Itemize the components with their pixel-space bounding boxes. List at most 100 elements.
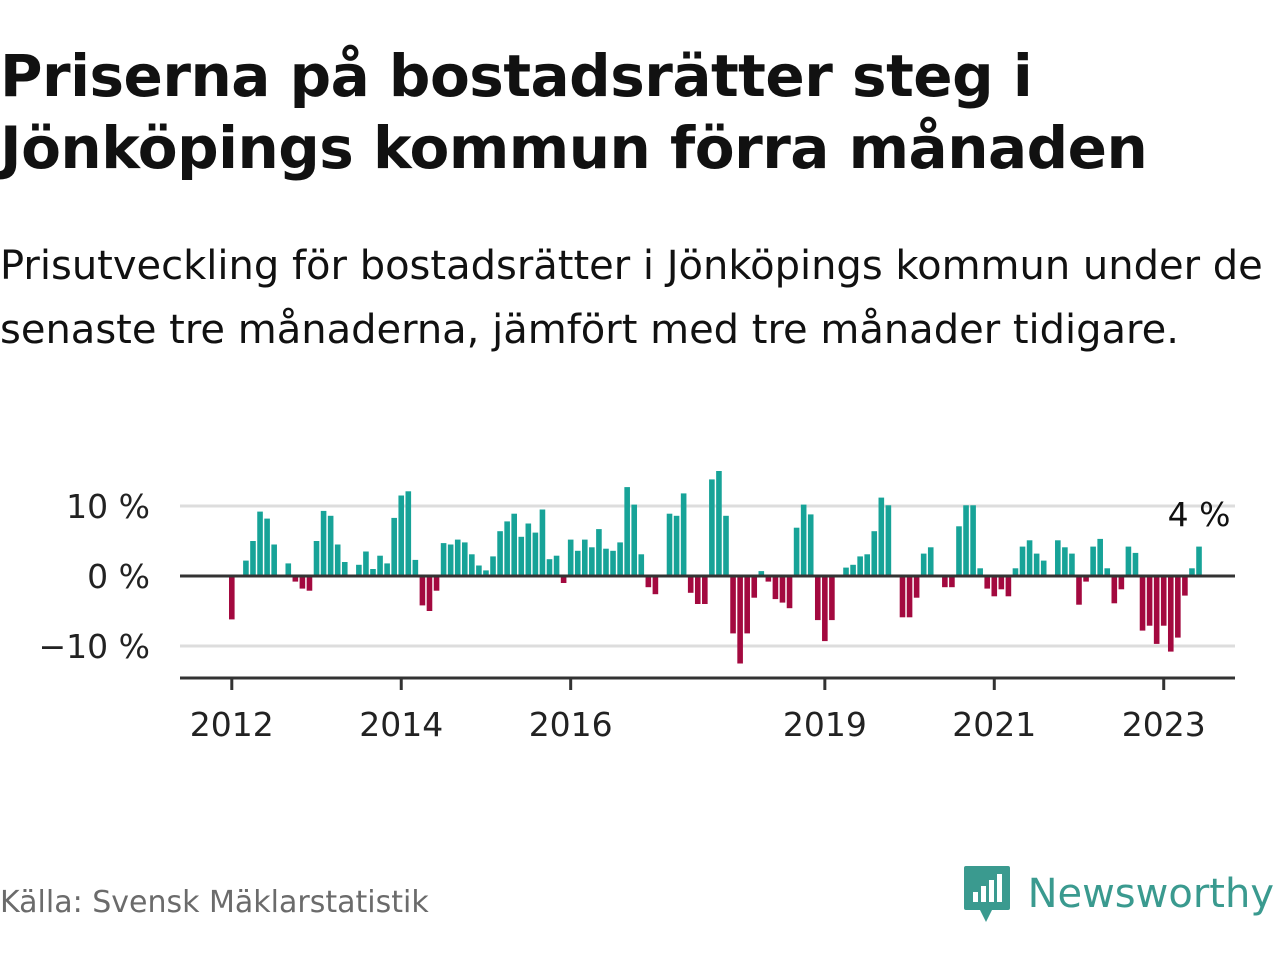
bar — [384, 563, 390, 576]
bar — [737, 576, 743, 664]
bar — [610, 550, 616, 576]
bar — [560, 576, 567, 583]
bar — [1076, 576, 1082, 605]
bar — [772, 576, 779, 600]
bar — [299, 576, 306, 589]
bar — [229, 576, 235, 620]
bar — [264, 518, 270, 576]
bar — [433, 576, 440, 591]
bar — [1167, 576, 1174, 652]
bar — [532, 532, 539, 576]
bar — [426, 576, 433, 611]
bar — [574, 550, 581, 576]
bar — [1196, 546, 1202, 576]
newsworthy-logo-icon — [963, 866, 1010, 922]
bar — [469, 554, 475, 576]
bar — [1111, 576, 1118, 604]
bar — [800, 504, 807, 576]
y-tick-label: 0 % — [87, 557, 150, 596]
bar — [807, 514, 814, 576]
bar — [398, 495, 405, 576]
bar — [857, 556, 863, 576]
bar — [363, 551, 369, 576]
bar — [447, 544, 454, 576]
bar — [327, 515, 334, 576]
bar — [687, 576, 694, 593]
bar — [483, 570, 489, 576]
bar — [341, 562, 348, 576]
bar — [1132, 552, 1139, 576]
bar — [257, 511, 263, 576]
bar — [779, 576, 786, 603]
bar — [758, 571, 765, 576]
bar — [589, 547, 595, 576]
bar — [723, 515, 729, 576]
bar — [285, 563, 292, 576]
bar — [793, 527, 800, 576]
bar — [419, 576, 426, 606]
bar — [1139, 576, 1146, 631]
source-note: Källa: Svensk Mäklarstatistik — [0, 885, 429, 920]
bar — [476, 565, 482, 576]
bar — [850, 564, 856, 576]
bar — [412, 559, 419, 576]
x-tick-label: 2014 — [359, 705, 443, 744]
bar — [518, 536, 525, 576]
x-tick-label: 2021 — [952, 705, 1036, 744]
x-tick-label: 2012 — [190, 705, 274, 744]
bar — [1040, 560, 1047, 576]
bar — [970, 505, 976, 576]
bar — [709, 479, 715, 576]
x-tick-label: 2023 — [1122, 705, 1206, 744]
bar — [702, 576, 708, 604]
bar — [673, 515, 680, 576]
bar — [313, 541, 320, 576]
bar — [638, 554, 645, 576]
brand-name: Newsworthy — [1027, 871, 1274, 917]
y-tick-label: −10 % — [39, 627, 151, 666]
bar — [680, 493, 687, 576]
bar — [822, 576, 828, 642]
bar — [942, 576, 948, 588]
bar — [1160, 576, 1167, 626]
bar — [1090, 546, 1096, 576]
bar — [744, 576, 750, 634]
bar — [553, 555, 560, 576]
axis-layer — [180, 574, 1235, 690]
bar — [843, 567, 849, 576]
bar — [814, 576, 821, 621]
bar — [963, 505, 969, 576]
bar — [645, 576, 652, 588]
bar — [617, 542, 623, 576]
bar — [927, 547, 934, 576]
bar — [977, 568, 983, 576]
bar — [377, 555, 383, 576]
bar — [320, 510, 327, 576]
brand-logo: Newsworthy — [962, 862, 1274, 926]
bar — [730, 576, 736, 634]
bar — [631, 504, 638, 576]
bar — [582, 539, 588, 576]
x-tick-label: 2016 — [529, 705, 613, 744]
bar — [370, 569, 376, 576]
last-value-label: 4 % — [1168, 495, 1231, 534]
bar — [765, 576, 772, 582]
label-layer: 10 % 0 % −10 % 2012 2014 2016 2019 2021 2023 4 % — [39, 487, 1231, 744]
bar — [920, 553, 927, 576]
x-tick-label: 2019 — [783, 705, 867, 744]
bar — [243, 560, 249, 576]
bar — [356, 564, 362, 576]
bar — [871, 531, 878, 576]
bar — [440, 543, 447, 576]
bar — [497, 531, 503, 576]
bar — [334, 544, 341, 576]
bar — [250, 541, 256, 576]
bar — [624, 487, 630, 576]
bar — [271, 544, 277, 576]
bar — [1189, 568, 1195, 576]
bar — [956, 526, 962, 576]
bar — [666, 513, 673, 576]
bar — [292, 576, 299, 582]
page-title: Priserna på bostadsrätter steg i Jönköpi… — [0, 42, 1148, 182]
bar — [490, 556, 496, 576]
